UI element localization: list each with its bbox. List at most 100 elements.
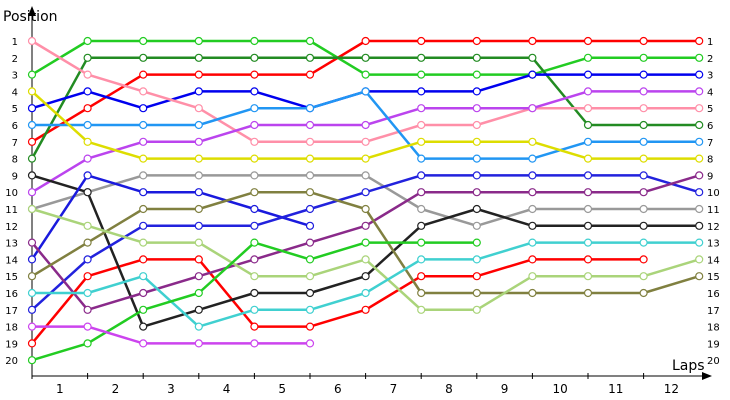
data-point [472,188,481,197]
data-point [583,255,593,264]
series-line [31,174,700,328]
data-point [139,104,148,113]
data-point [417,154,426,163]
data-point [417,53,426,62]
data-point [639,171,648,180]
data-point [194,322,203,331]
data-point [583,154,593,163]
y-tick-left: 4 [12,87,18,98]
data-point [528,188,537,197]
x-tick-label: 10 [553,382,568,396]
data-point [139,255,148,264]
y-tick-right: 16 [707,289,720,300]
y-tick-left: 5 [12,104,18,115]
y-tick-left: 11 [5,205,18,216]
data-point [639,204,648,214]
y-tick-right: 8 [707,155,713,166]
y-axis-arrow [28,6,36,16]
data-point [194,137,203,146]
series-17 [27,238,704,331]
data-point [417,255,426,264]
data-point [139,154,148,163]
data-point [639,272,648,281]
data-point [472,171,481,180]
y-tick-left: 10 [5,188,18,199]
data-point [695,188,704,197]
y-tick-right: 9 [707,171,713,182]
y-tick-right: 11 [707,205,720,216]
data-point [417,272,426,281]
data-point [361,204,370,214]
data-point [305,288,315,298]
data-point [83,339,92,348]
data-point [639,154,648,163]
series-line [31,258,644,345]
data-point [305,221,315,230]
data-point [250,154,259,163]
data-point [417,305,426,314]
data-point [361,53,370,62]
data-point [528,288,537,298]
y-tick-right: 13 [707,239,720,250]
data-point [139,70,148,79]
data-point [305,104,315,113]
data-point [139,188,148,197]
data-point [528,154,537,163]
y-tick-left: 14 [5,255,18,266]
data-point [305,53,315,62]
y-tick-left: 7 [12,138,18,149]
data-point [583,87,593,96]
data-point [83,171,92,180]
y-tick-left: 18 [5,323,18,334]
data-point [194,87,203,96]
x-tick-label: 12 [664,382,679,396]
data-point [472,255,481,264]
x-axis-arrow [702,372,712,380]
data-point [27,288,37,298]
data-point [695,171,704,180]
y-tick-right: 6 [707,121,713,132]
data-point [27,305,37,314]
x-tick-label: 2 [112,382,120,396]
data-point [305,272,315,281]
data-point [250,188,259,197]
data-point [528,70,537,79]
data-point [583,272,593,281]
y-tick-right: 4 [707,87,713,98]
data-point [472,272,481,281]
data-point [639,238,648,247]
data-point [472,221,481,230]
y-tick-left: 9 [12,171,18,182]
data-point [194,154,203,163]
y-tick-right: 15 [707,272,720,283]
series-7 [27,87,704,197]
data-point [139,305,148,314]
data-point [194,53,203,62]
data-point [528,53,537,62]
data-point [361,188,370,197]
data-point [194,204,203,214]
data-point [639,221,648,230]
data-point [583,70,593,79]
data-point [194,339,203,348]
y-tick-left: 12 [5,222,18,233]
data-point [305,154,315,163]
data-point [83,221,92,230]
data-point [695,154,704,163]
data-point [139,204,148,214]
y-tick-right: 1 [707,37,713,48]
data-point [361,171,370,180]
data-point [528,137,537,146]
series-9 [27,87,704,163]
data-point [472,87,481,96]
series-line [32,325,310,345]
data-point [528,238,537,247]
x-tick-label: 9 [501,382,509,396]
data-point [139,288,148,298]
data-point [139,339,148,348]
data-point [194,238,203,247]
data-point [83,120,92,130]
data-point [583,53,593,62]
